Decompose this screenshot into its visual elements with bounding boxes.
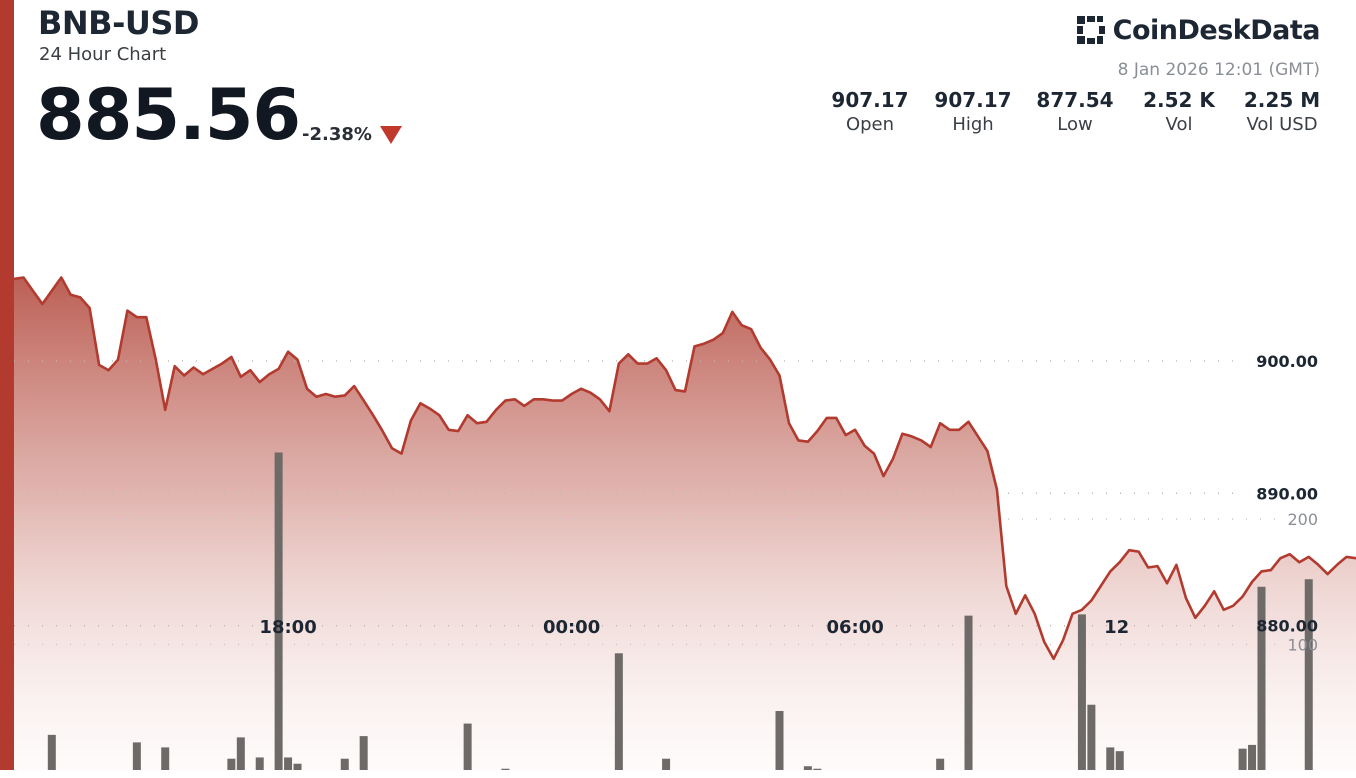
stat-value: 877.54 — [1036, 88, 1114, 112]
volume-bar — [803, 766, 812, 770]
price-tick-label: 900.00 — [1256, 352, 1318, 371]
volume-bar — [614, 653, 623, 770]
volume-tick-label: 100 — [1287, 636, 1318, 655]
price-tick-label: 880.00 — [1256, 617, 1318, 636]
volume-bar — [1257, 586, 1266, 770]
coindesk-logo: CoinDeskData — [1075, 14, 1321, 46]
stat-vol-usd: 2.25 M Vol USD — [1232, 88, 1332, 135]
volume-bar — [340, 758, 349, 770]
volume-bar — [775, 711, 784, 770]
stat-high: 907.17 High — [929, 88, 1017, 135]
volume-bar — [293, 763, 302, 770]
chart-subtitle: 24 Hour Chart — [39, 44, 167, 65]
stat-label: Vol — [1165, 114, 1193, 135]
stat-open: 907.17 Open — [826, 88, 914, 135]
volume-bar — [662, 758, 671, 770]
left-accent-strip — [0, 0, 14, 770]
volume-bar — [964, 615, 973, 770]
stat-label: Vol USD — [1246, 114, 1318, 135]
current-price: 885.56 — [36, 74, 301, 156]
price-tick-label: 890.00 — [1256, 484, 1318, 503]
time-tick-label: 18:00 — [259, 617, 316, 638]
volume-bar — [255, 757, 264, 770]
volume-bar — [1248, 744, 1257, 770]
stat-vol: 2.52 K Vol — [1135, 88, 1223, 135]
stat-value: 2.25 M — [1243, 88, 1321, 112]
volume-bar — [1304, 579, 1313, 770]
volume-bar — [227, 758, 236, 770]
price-area — [14, 277, 1356, 770]
stat-value: 907.17 — [934, 88, 1012, 112]
volume-bar — [1077, 614, 1086, 770]
volume-bar — [463, 723, 472, 770]
stat-value: 907.17 — [831, 88, 909, 112]
timestamp: 8 Jan 2026 12:01 (GMT) — [1117, 60, 1320, 80]
logo-text: CoinDeskData — [1112, 14, 1321, 46]
stat-label: High — [952, 114, 994, 135]
time-tick-label: 12 — [1104, 617, 1129, 638]
volume-bar — [936, 758, 945, 770]
volume-bar — [813, 768, 822, 770]
price-change: -2.38% — [302, 124, 372, 145]
volume-bar — [274, 452, 283, 770]
volume-bar — [284, 757, 293, 770]
volume-bar — [1087, 704, 1096, 770]
volume-bar — [161, 747, 170, 770]
chart-title: BNB-USD — [38, 4, 199, 42]
volume-bar — [132, 742, 141, 770]
stat-label: Low — [1057, 114, 1093, 135]
coindesk-logo-icon — [1076, 16, 1105, 44]
time-tick-label: 06:00 — [826, 617, 883, 638]
down-arrow-icon — [380, 126, 402, 144]
stat-value: 2.52 K — [1143, 88, 1215, 112]
volume-bar — [1106, 747, 1115, 770]
volume-bar — [47, 734, 56, 770]
stat-label: Open — [845, 114, 895, 135]
price-line — [13, 276, 1356, 661]
time-tick-label: 00:00 — [543, 617, 600, 638]
stat-low: 877.54 Low — [1031, 88, 1119, 135]
volume-bar — [1115, 751, 1124, 770]
volume-bar — [501, 768, 510, 770]
volume-tick-label: 200 — [1287, 510, 1318, 529]
volume-bar — [359, 736, 368, 770]
volume-bar — [1238, 748, 1247, 770]
volume-bar — [236, 737, 245, 770]
